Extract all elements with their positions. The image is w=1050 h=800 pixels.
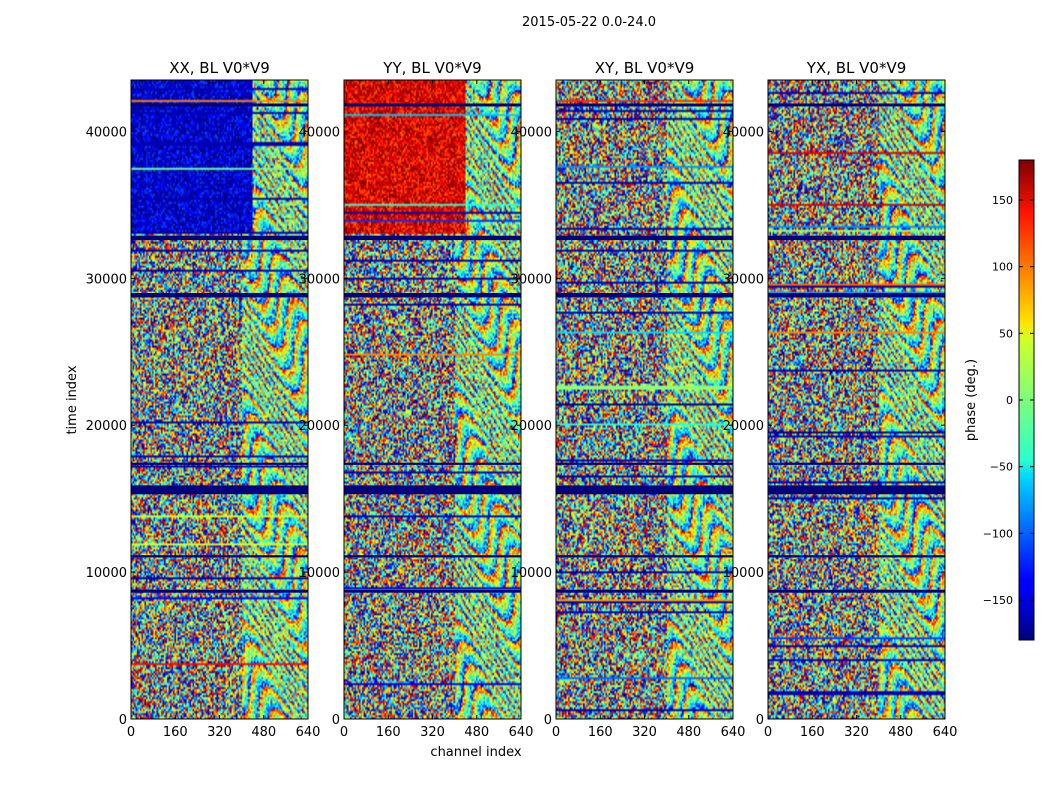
y-tick-label: 40000 — [86, 125, 127, 140]
y-tick-label: 40000 — [511, 125, 552, 140]
flagged-band — [344, 103, 521, 107]
x-tick-label: 320 — [207, 725, 232, 740]
flagged-band — [556, 589, 733, 593]
panel-title: XY, BL V0*V9 — [595, 59, 695, 77]
x-tick-label: 0 — [340, 725, 348, 740]
x-axis-label: channel index — [430, 745, 521, 760]
colorbar-tick-label: −50 — [990, 461, 1013, 474]
y-tick-label: 30000 — [511, 272, 552, 287]
x-tick-label: 0 — [552, 725, 560, 740]
y-tick-label: 20000 — [86, 419, 127, 434]
y-tick-label: 30000 — [723, 272, 764, 287]
y-tick-label: 40000 — [723, 125, 764, 140]
colorbar: −150 −100 −50 0 50 100 150 phase (deg.) — [964, 159, 1035, 641]
panels-group: XX, BL V0*V9 0 160 320 480 640 0 10000 20000 3000… — [86, 59, 958, 740]
flagged-band — [768, 235, 945, 241]
flagged-band — [768, 293, 945, 298]
y-tick-label: 10000 — [299, 566, 340, 581]
flagged-band — [556, 485, 733, 495]
colorbar-tick-label: −150 — [983, 594, 1013, 607]
panel-yx: YX, BL V0*V9 0 160 320 480 640 0 10000 20000 3000… — [723, 59, 958, 740]
flagged-band — [131, 555, 308, 558]
flagged-band — [344, 462, 521, 465]
x-tick-label: 480 — [251, 725, 276, 740]
x-tick-label: 160 — [800, 725, 825, 740]
x-tick-label: 160 — [376, 725, 401, 740]
colorbar-tick-label: 0 — [1006, 394, 1013, 407]
flagged-band — [344, 589, 521, 593]
y-tick-label: 40000 — [299, 125, 340, 140]
flagged-band — [768, 103, 945, 107]
y-tick-label: 0 — [756, 713, 764, 728]
flagged-band — [344, 293, 521, 298]
x-tick-label: 640 — [933, 725, 958, 740]
y-tick-label: 20000 — [299, 419, 340, 434]
flagged-band — [768, 462, 945, 465]
flagged-band — [344, 555, 521, 558]
colorbar-tick-label: 50 — [999, 327, 1013, 340]
y-tick-label: 10000 — [86, 566, 127, 581]
flagged-band — [768, 589, 945, 593]
flagged-band — [768, 555, 945, 558]
y-axis-label: time index — [65, 365, 80, 434]
panel-title: XX, BL V0*V9 — [169, 59, 270, 77]
panel-image-xy — [556, 80, 733, 719]
x-tick-label: 0 — [127, 725, 135, 740]
x-tick-label: 640 — [296, 725, 321, 740]
y-tick-label: 0 — [119, 713, 127, 728]
panel-image-yy — [344, 80, 521, 719]
x-tick-label: 640 — [509, 725, 534, 740]
x-tick-label: 480 — [464, 725, 489, 740]
flagged-band — [556, 235, 733, 241]
x-tick-label: 480 — [888, 725, 913, 740]
y-tick-label: 10000 — [511, 566, 552, 581]
flagged-band — [131, 103, 308, 107]
flagged-band — [131, 462, 308, 465]
y-tick-label: 0 — [332, 713, 340, 728]
colorbar-tick-label: 150 — [992, 194, 1013, 207]
flagged-band — [556, 103, 733, 107]
x-tick-label: 0 — [764, 725, 772, 740]
panel-image-yx — [768, 80, 945, 719]
flagged-band — [131, 589, 308, 593]
flagged-band — [344, 235, 521, 241]
colorbar-label: phase (deg.) — [964, 359, 979, 441]
x-tick-label: 320 — [420, 725, 445, 740]
panel-title: YX, BL V0*V9 — [806, 59, 907, 77]
y-tick-label: 30000 — [86, 272, 127, 287]
panel-xy: XY, BL V0*V9 0 160 320 480 640 0 10000 20000 3000… — [511, 59, 746, 740]
y-tick-label: 30000 — [299, 272, 340, 287]
panel-yy: YY, BL V0*V9 0 160 320 480 640 0 10000 20000 3000… — [299, 59, 534, 740]
x-tick-label: 320 — [844, 725, 869, 740]
x-tick-label: 480 — [676, 725, 701, 740]
x-tick-label: 320 — [632, 725, 657, 740]
panel-image-xx — [131, 80, 308, 719]
flagged-band — [556, 293, 733, 298]
figure-title: 2015-05-22 0.0-24.0 — [522, 15, 656, 30]
colorbar-tick-label: 100 — [992, 261, 1013, 274]
flagged-band — [556, 555, 733, 558]
x-tick-label: 160 — [588, 725, 613, 740]
y-tick-label: 10000 — [723, 566, 764, 581]
panel-title: YY, BL V0*V9 — [382, 59, 481, 77]
y-tick-label: 0 — [544, 713, 552, 728]
flagged-band — [131, 485, 308, 495]
x-tick-label: 640 — [721, 725, 746, 740]
flagged-band — [768, 485, 945, 495]
panel-xx: XX, BL V0*V9 0 160 320 480 640 0 10000 20000 3000… — [86, 59, 321, 740]
flagged-band — [131, 293, 308, 298]
flagged-band — [556, 462, 733, 465]
flagged-band — [131, 235, 308, 241]
y-tick-label: 20000 — [511, 419, 552, 434]
flagged-band — [344, 485, 521, 495]
y-tick-label: 20000 — [723, 419, 764, 434]
x-tick-label: 160 — [163, 725, 188, 740]
colorbar-tick-label: −100 — [983, 527, 1013, 540]
colorbar-ticks: −150 −100 −50 0 50 100 150 — [983, 194, 1034, 607]
